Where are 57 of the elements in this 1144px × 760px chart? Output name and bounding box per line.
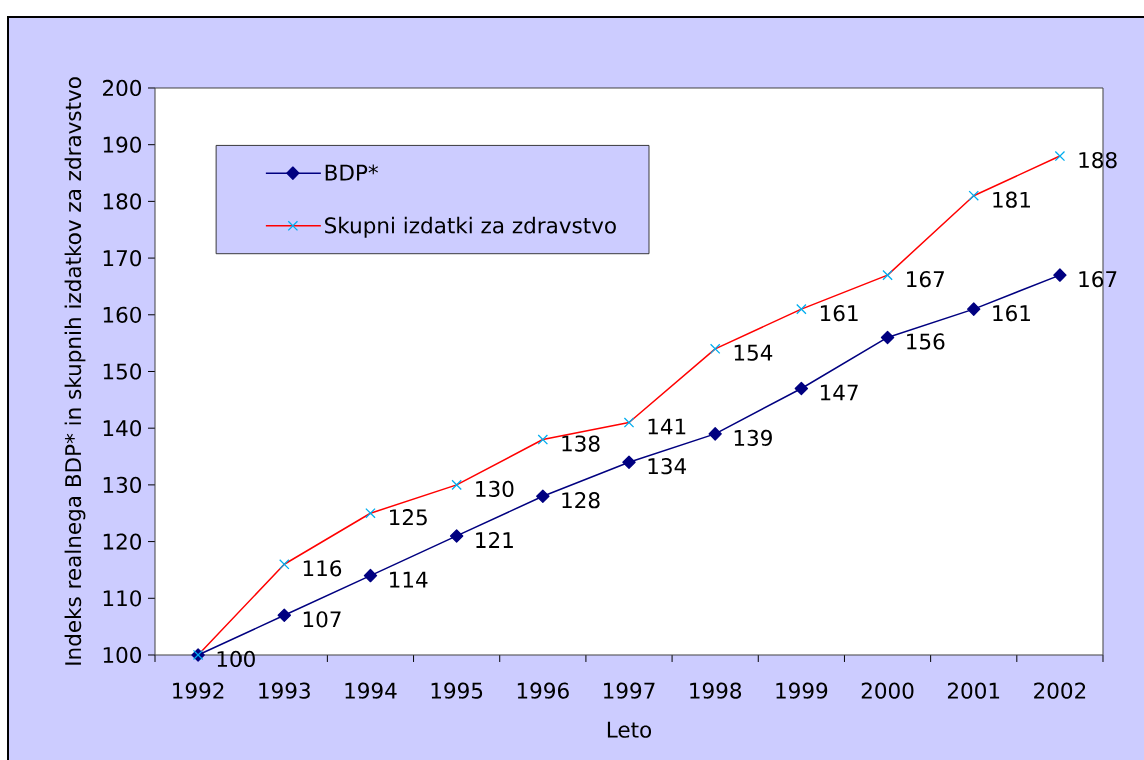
x-tick-label: 1998 <box>690 682 742 699</box>
point <box>449 529 464 543</box>
legend-label: BDP* <box>325 164 379 181</box>
x-tick-label: 1995 <box>431 682 483 699</box>
data-label: 188 <box>1079 151 1117 169</box>
data-label: 125 <box>390 509 427 526</box>
data-label: 130 <box>476 480 514 498</box>
x-tick-label: 1994 <box>345 682 397 699</box>
x-axis-title: Leto <box>607 721 652 738</box>
y-tick-label: 110 <box>103 590 142 607</box>
data-label: 167 <box>907 270 944 288</box>
y-tick-label: 100 <box>103 646 142 664</box>
data-label: 121 <box>476 531 513 548</box>
x-tick-label: 2001 <box>947 682 1000 699</box>
point <box>277 608 292 623</box>
x-tick-label: 1992 <box>173 682 224 699</box>
x-tick-label: 1996 <box>517 682 569 699</box>
data-label: 156 <box>907 333 945 350</box>
y-tick-label: 130 <box>103 476 142 494</box>
point <box>708 427 722 441</box>
data-label: 154 <box>734 344 773 361</box>
y-tick-label: 190 <box>103 136 142 153</box>
point <box>622 455 636 469</box>
data-label: 161 <box>820 304 858 322</box>
data-label: 141 <box>648 418 686 435</box>
data-label: 116 <box>303 560 342 577</box>
point <box>1053 268 1067 282</box>
legend-label: Skupni izdatki za zdravstvo <box>325 216 616 238</box>
x-tick-label: 2002 <box>1034 682 1086 699</box>
data-label: 100 <box>217 650 255 668</box>
y-tick-label: 150 <box>103 363 142 380</box>
x-tick-label: 1997 <box>604 682 655 699</box>
point <box>794 381 809 396</box>
y-tick-label: 200 <box>103 79 142 97</box>
data-label: 134 <box>648 458 687 475</box>
y-tick-label: 170 <box>103 249 142 267</box>
y-tick-label: 120 <box>103 533 142 550</box>
data-label: 128 <box>562 492 600 509</box>
data-label: 161 <box>993 304 1030 322</box>
data-label: 147 <box>820 384 858 401</box>
y-tick-label: 180 <box>103 193 142 210</box>
data-label: 181 <box>993 191 1030 208</box>
y-tick-label: 160 <box>103 306 142 323</box>
x-tick-label: 1999 <box>776 682 828 699</box>
y-tick-label: 140 <box>103 420 142 437</box>
point <box>536 489 550 503</box>
data-label: 114 <box>390 571 428 588</box>
y-axis-title: Indeks realnega BDP* in skupnih izdatkov za zdravstvo <box>64 77 86 665</box>
point <box>363 568 378 583</box>
x-tick-label: 2000 <box>861 682 914 699</box>
x-tick-label: 1993 <box>259 682 310 699</box>
data-label: 138 <box>562 435 600 452</box>
data-label: 139 <box>734 429 772 446</box>
data-label: 167 <box>1079 270 1117 288</box>
point <box>880 330 895 345</box>
data-label: 107 <box>303 611 341 628</box>
point <box>967 302 981 316</box>
